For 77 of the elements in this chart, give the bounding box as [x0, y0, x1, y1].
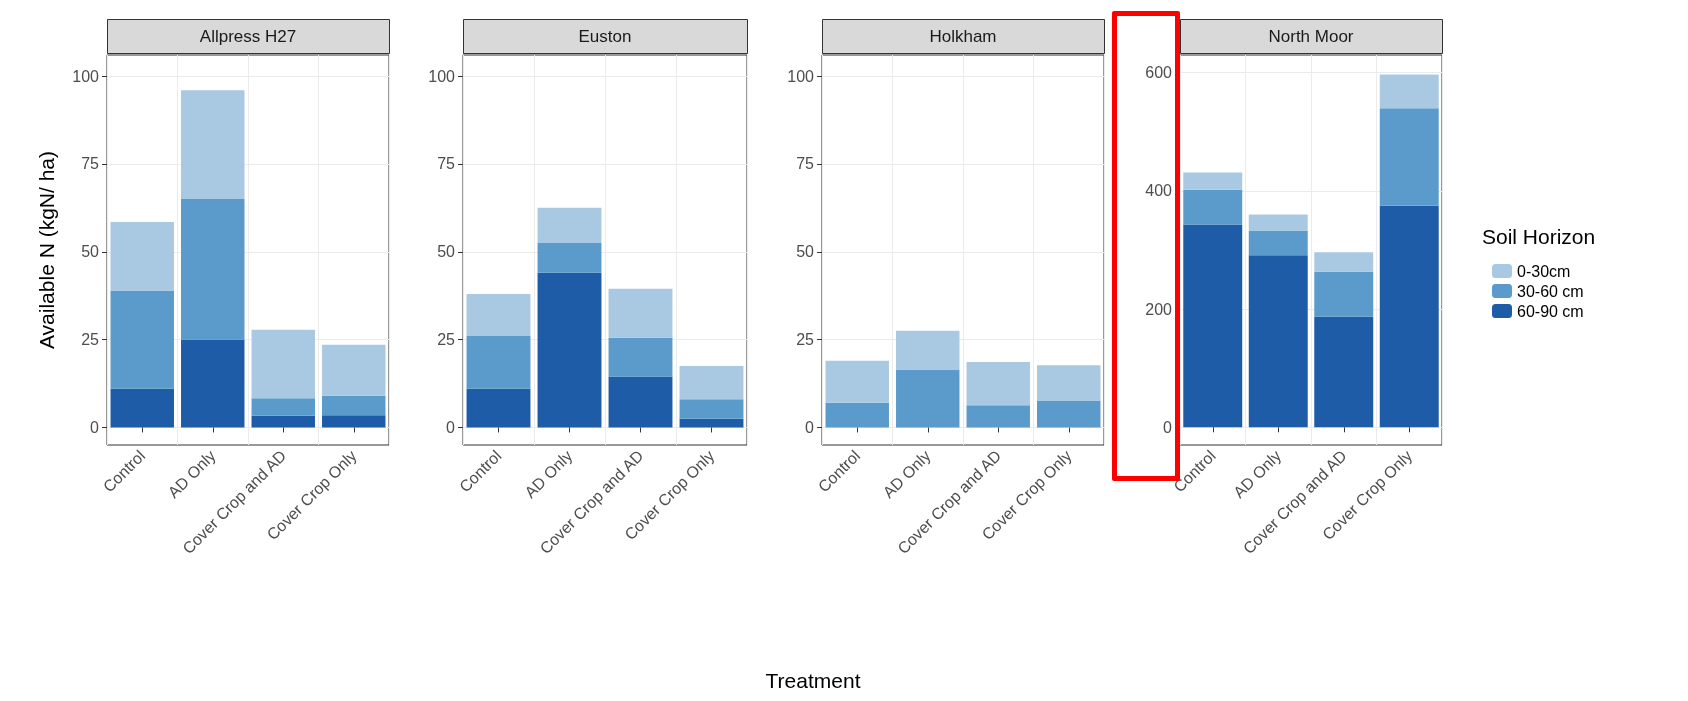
bar — [181, 199, 245, 340]
bar — [537, 207, 602, 243]
y-tick-label: 600 — [1145, 64, 1173, 82]
chart-title: North Moor — [1268, 26, 1354, 46]
x-tick-label: AD Only — [164, 446, 219, 502]
bar — [679, 418, 744, 428]
bar — [322, 415, 386, 428]
y-tick-label: 0 — [805, 418, 815, 436]
bar — [1379, 74, 1439, 109]
bar — [679, 399, 744, 419]
bar — [1314, 252, 1374, 272]
bar — [966, 362, 1030, 406]
y-tick-label: 25 — [796, 331, 815, 349]
bar — [1248, 214, 1308, 231]
bar — [1037, 365, 1101, 401]
bar — [322, 395, 386, 416]
y-tick-label: 100 — [787, 67, 815, 85]
y-tick-label: 50 — [81, 243, 100, 261]
bar — [251, 398, 315, 416]
bar — [825, 402, 889, 428]
bar — [1183, 172, 1243, 190]
bar — [1248, 230, 1308, 256]
bar — [825, 360, 889, 403]
bar — [896, 330, 960, 370]
bar — [679, 365, 744, 400]
chart-title: Holkham — [929, 26, 997, 46]
bar — [322, 344, 386, 396]
bar — [1183, 224, 1243, 428]
bar — [466, 336, 531, 389]
legend-label: 30-60 cm — [1517, 282, 1584, 300]
y-tick-label: 200 — [1145, 300, 1173, 318]
bar — [1183, 189, 1243, 225]
bar — [896, 369, 960, 428]
legend-label: 60-90 cm — [1517, 302, 1584, 320]
y-tick-label: 25 — [81, 331, 100, 349]
y-axis-title: Available N (kgN/ ha) — [35, 150, 58, 350]
bar — [1037, 400, 1101, 428]
bar — [251, 329, 315, 399]
bar — [110, 388, 174, 428]
bar — [251, 415, 315, 428]
bar — [110, 221, 174, 291]
x-tick-label: AD Only — [879, 446, 934, 502]
bar — [608, 337, 673, 377]
bar — [966, 405, 1030, 428]
y-tick-label: 100 — [428, 67, 456, 85]
legend-title: Soil Horizon — [1482, 225, 1596, 248]
y-tick-label: 75 — [796, 155, 815, 173]
y-tick-label: 100 — [72, 67, 100, 85]
bar — [537, 242, 602, 273]
bar — [1314, 316, 1374, 428]
x-axis-title: Treatment — [765, 668, 861, 692]
y-tick-label: 50 — [437, 243, 456, 261]
x-tick-label: AD Only — [521, 446, 576, 502]
bar — [1248, 255, 1308, 428]
y-tick-label: 0 — [90, 418, 100, 436]
x-tick-label: AD Only — [1230, 446, 1285, 502]
bar — [608, 376, 673, 428]
y-tick-label: 0 — [1163, 418, 1173, 436]
bar — [1379, 108, 1439, 206]
bar — [608, 288, 673, 338]
bar — [466, 293, 531, 337]
bar — [466, 388, 531, 428]
bar — [110, 290, 174, 389]
bar — [181, 90, 245, 200]
bar — [181, 339, 245, 428]
y-tick-label: 75 — [437, 155, 456, 173]
y-tick-label: 0 — [446, 418, 456, 436]
y-tick-label: 25 — [437, 331, 456, 349]
bar — [1379, 205, 1439, 428]
chart-title: Allpress H27 — [199, 26, 297, 46]
bar — [1314, 271, 1374, 317]
y-tick-label: 400 — [1145, 182, 1173, 200]
y-tick-label: 75 — [81, 155, 100, 173]
chart-title: Euston — [578, 26, 632, 46]
bar — [537, 272, 602, 428]
legend-label: 0-30cm — [1517, 262, 1571, 280]
y-tick-label: 50 — [796, 243, 815, 261]
